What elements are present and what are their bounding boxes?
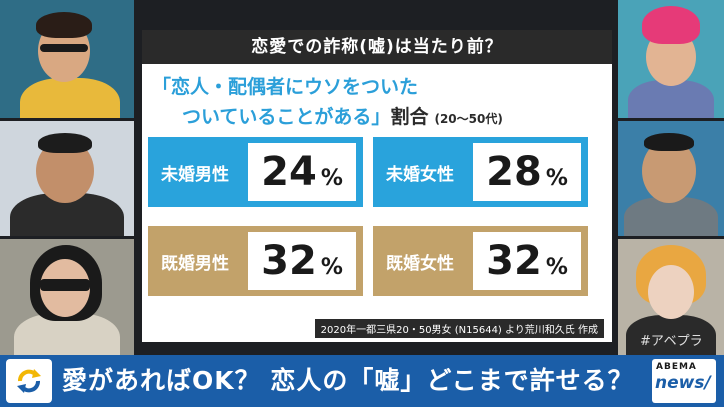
- stat-unit: %: [545, 166, 568, 191]
- logo-top-text: ABEMA: [656, 362, 697, 372]
- headline-text: 愛があればOK？ 恋人の「嘘」どこまで許せる？: [62, 366, 634, 395]
- stat-value-box: 24%: [248, 143, 356, 201]
- subtitle-line-1: 「恋人・配偶者にウソをついた: [152, 76, 419, 98]
- panel-title: 恋愛での詐称(嘘)は当たり前？: [142, 30, 612, 64]
- refresh-arrows-icon: [6, 359, 52, 403]
- stat-value: 32: [486, 238, 542, 284]
- stat-value-box: 32%: [473, 232, 581, 290]
- stat-married-female: 既婚女性 32%: [373, 226, 588, 296]
- stat-value-box: 28%: [473, 143, 581, 201]
- stat-label: 既婚女性: [386, 253, 454, 274]
- bottom-headline-bar: 愛があればOK？ 恋人の「嘘」どこまで許せる？ ABEMA news/: [0, 355, 724, 407]
- stat-unmarried-female: 未婚女性 28%: [373, 137, 588, 207]
- abema-news-logo: ABEMA news/: [652, 359, 716, 403]
- info-panel: 恋愛での詐称(嘘)は当たり前？ 「恋人・配偶者にウソをついた ついていることがあ…: [142, 30, 612, 342]
- camera-tile-left-2: [0, 121, 134, 236]
- watermark-hashtag: #アベプラ: [640, 334, 703, 349]
- stat-value-box: 32%: [248, 232, 356, 290]
- camera-tile-left-1: [0, 0, 134, 118]
- camera-tile-right-3: [618, 239, 724, 355]
- stat-value: 24: [261, 149, 317, 195]
- source-credit: 2020年一都三県20・50男女 (N15644) より荒川和久氏 作成: [314, 319, 604, 338]
- stat-label: 既婚男性: [161, 253, 229, 274]
- stat-unit: %: [545, 255, 568, 280]
- stat-label: 未婚男性: [161, 164, 229, 185]
- camera-tile-right-1: [618, 0, 724, 118]
- stat-married-male: 既婚男性 32%: [148, 226, 363, 296]
- subtitle-suffix: 割合: [390, 106, 429, 128]
- camera-tile-right-2: [618, 121, 724, 236]
- logo-bottom-text: news/: [655, 373, 711, 393]
- subtitle-age-range: (20〜50代): [434, 112, 503, 126]
- camera-tile-left-3: [0, 239, 134, 355]
- subtitle-quote-end: ついていることがある」: [182, 106, 391, 128]
- subtitle-line-2: ついていることがある」割合 (20〜50代): [182, 102, 503, 129]
- stat-unmarried-male: 未婚男性 24%: [148, 137, 363, 207]
- stat-label: 未婚女性: [386, 164, 454, 185]
- stat-unit: %: [320, 166, 343, 191]
- stat-unit: %: [320, 255, 343, 280]
- stat-value: 32: [261, 238, 317, 284]
- stat-value: 28: [486, 149, 542, 195]
